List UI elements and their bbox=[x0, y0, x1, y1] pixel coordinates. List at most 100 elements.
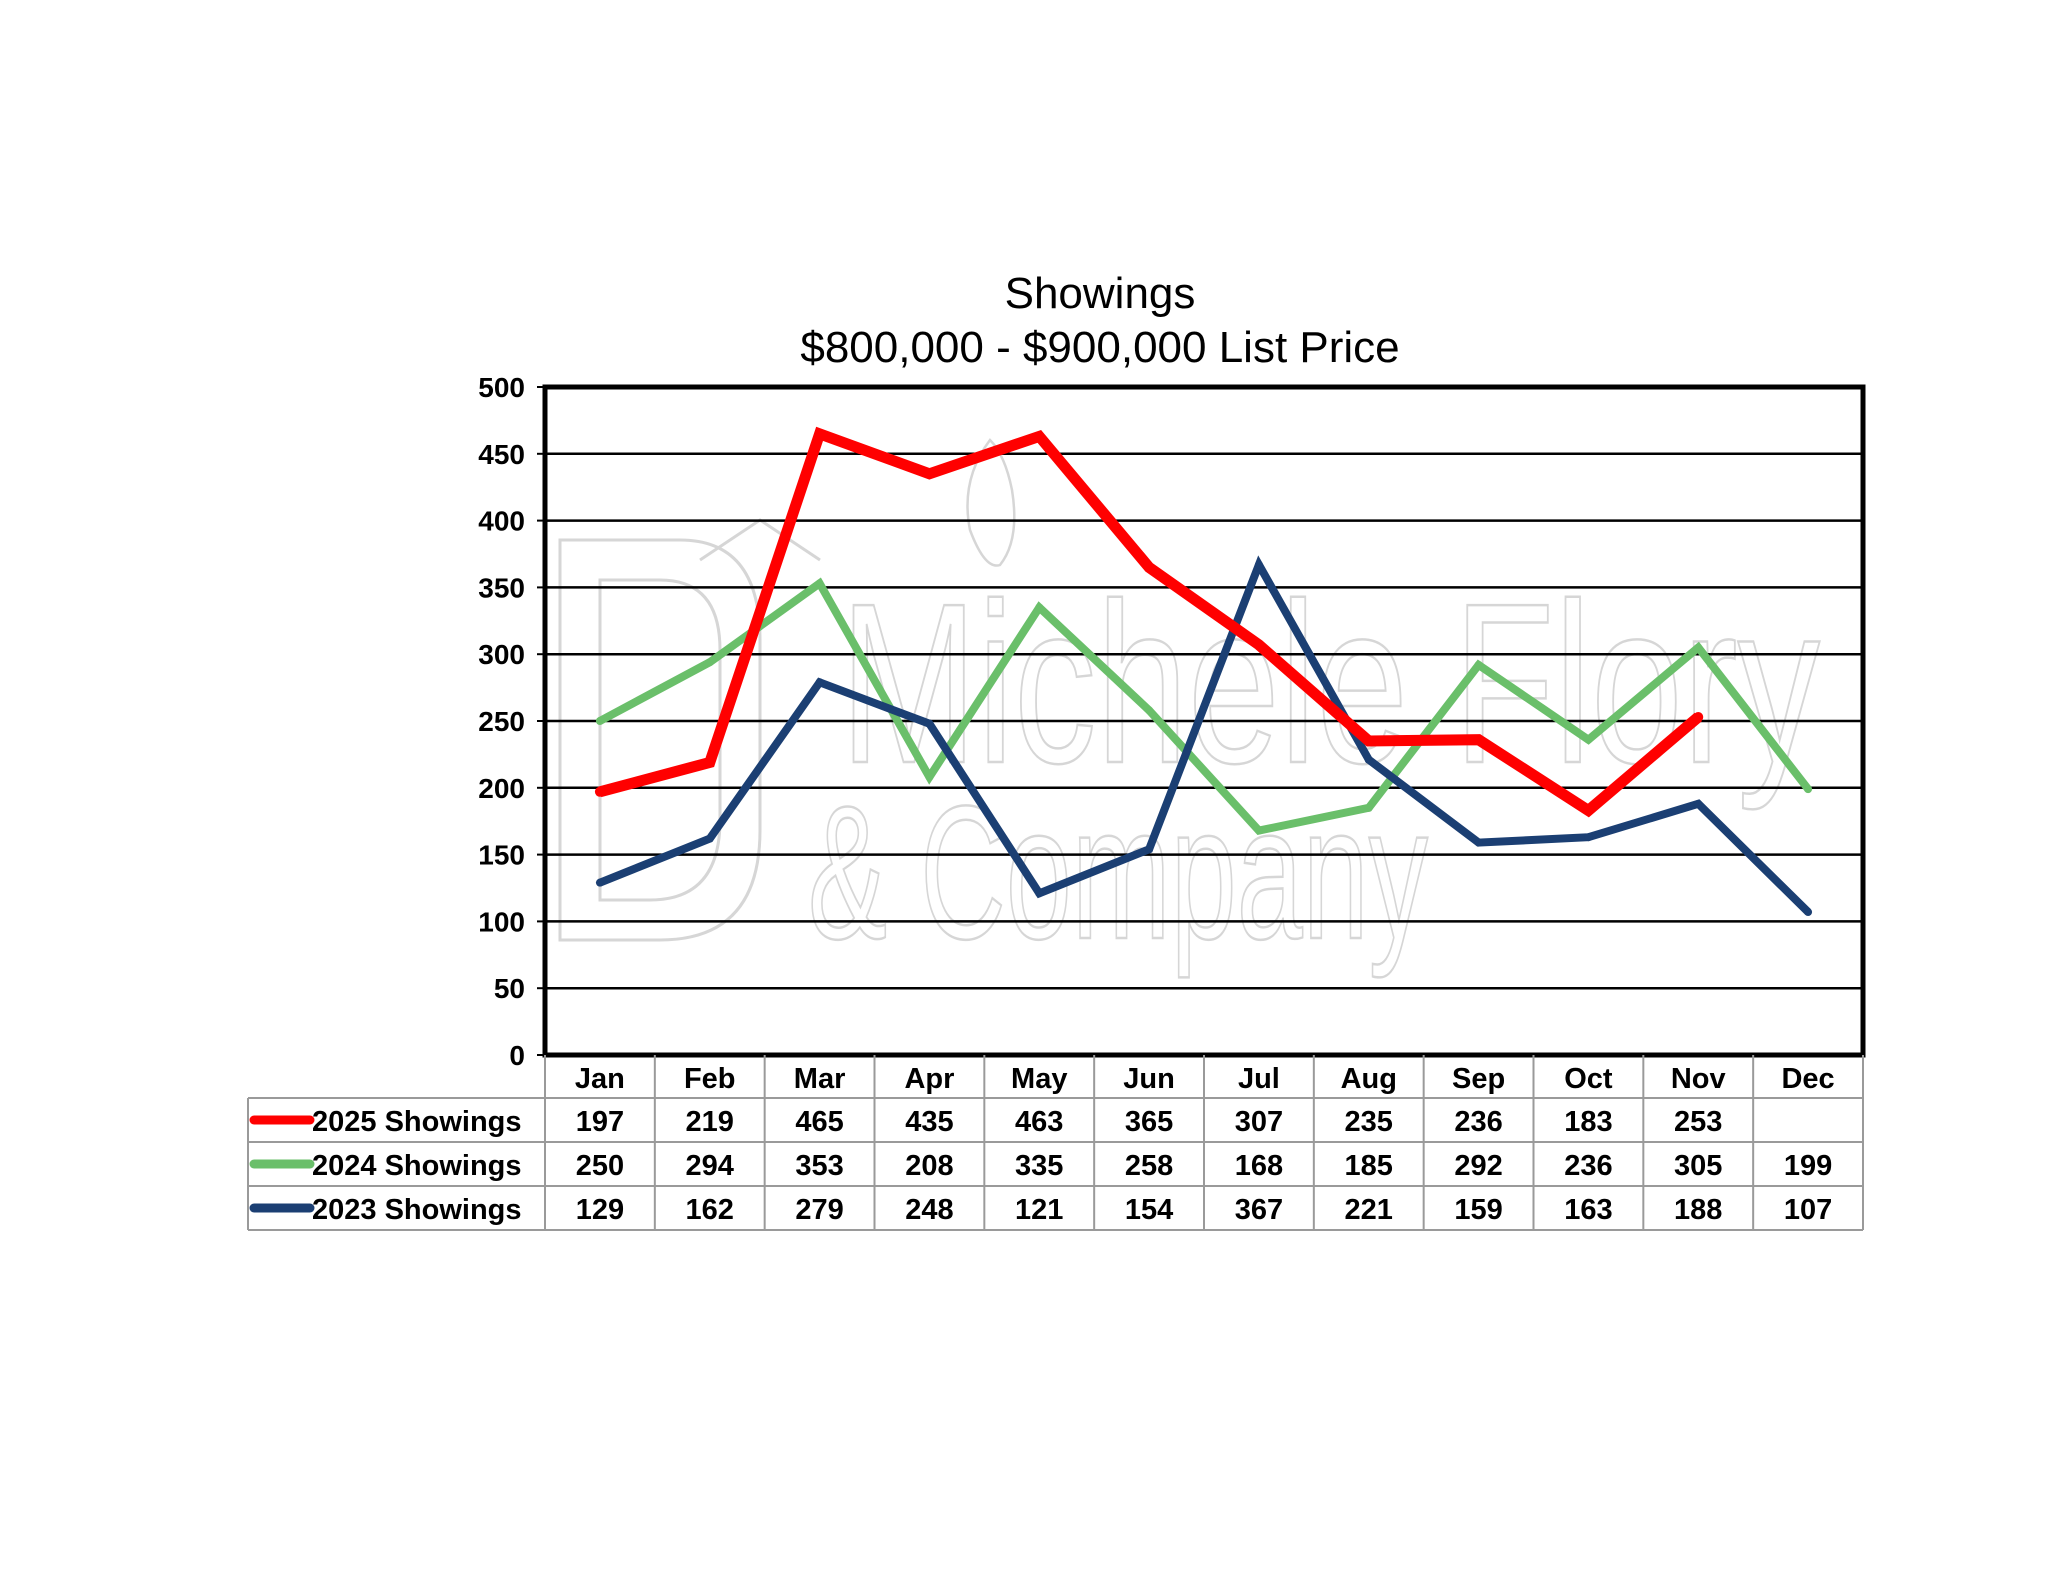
series-point bbox=[1253, 639, 1264, 650]
data-cell-value: 199 bbox=[1784, 1150, 1832, 1182]
y-tick-label: 0 bbox=[509, 1040, 525, 1071]
legend-label: 2023 Showings bbox=[312, 1194, 522, 1226]
data-cell-value: 162 bbox=[686, 1194, 734, 1226]
data-cell-value: 294 bbox=[686, 1150, 734, 1182]
series-point bbox=[1804, 785, 1813, 794]
series-point bbox=[924, 468, 935, 479]
series-point bbox=[1363, 736, 1374, 747]
series-point bbox=[815, 579, 824, 588]
series-point bbox=[1474, 838, 1483, 847]
x-category-label: Jul bbox=[1238, 1063, 1280, 1095]
y-tick-label: 250 bbox=[478, 706, 525, 737]
y-tick-label: 500 bbox=[478, 372, 525, 403]
x-category-label: May bbox=[1011, 1063, 1067, 1095]
data-cell-value: 219 bbox=[686, 1106, 734, 1138]
x-category-label: Oct bbox=[1564, 1063, 1613, 1095]
data-cell-value: 335 bbox=[1015, 1150, 1063, 1182]
watermark-leaf-icon bbox=[966, 438, 1016, 567]
series-point bbox=[594, 786, 605, 797]
series-point bbox=[1035, 603, 1044, 612]
series-line-2023-showings bbox=[598, 555, 1811, 915]
y-tick-label: 50 bbox=[494, 973, 525, 1004]
y-tick-label: 300 bbox=[478, 639, 525, 670]
series-point bbox=[1694, 799, 1703, 808]
x-category-label: Jun bbox=[1123, 1063, 1175, 1095]
data-cell-value: 185 bbox=[1345, 1150, 1393, 1182]
y-tick-label: 150 bbox=[478, 840, 525, 871]
data-cell-value: 365 bbox=[1125, 1106, 1173, 1138]
series-lines bbox=[594, 426, 1813, 917]
x-category-label: Feb bbox=[684, 1063, 736, 1095]
x-category-label: Jan bbox=[575, 1063, 625, 1095]
y-tick-label: 400 bbox=[478, 506, 525, 537]
data-cell-value: 159 bbox=[1454, 1194, 1502, 1226]
legend-label: 2025 Showings bbox=[312, 1106, 522, 1138]
chart-title: Showings bbox=[1005, 269, 1196, 318]
data-cell-value: 163 bbox=[1564, 1194, 1612, 1226]
data-cell-value: 168 bbox=[1235, 1150, 1283, 1182]
data-cell-value: 248 bbox=[905, 1194, 953, 1226]
series-point bbox=[1035, 889, 1044, 898]
data-cell-value: 183 bbox=[1564, 1106, 1612, 1138]
x-category-label: Apr bbox=[904, 1063, 954, 1095]
data-cell-value: 292 bbox=[1454, 1150, 1502, 1182]
data-cell-value: 235 bbox=[1345, 1106, 1393, 1138]
data-cell-value: 236 bbox=[1564, 1150, 1612, 1182]
data-cell-value: 253 bbox=[1674, 1106, 1722, 1138]
y-axis-ticks: 0 50 100 150 200 250 300 350 400 450 500 bbox=[478, 372, 545, 1071]
data-cell-value: 250 bbox=[576, 1150, 624, 1182]
data-cell-value: 465 bbox=[795, 1106, 843, 1138]
data-cell-value: 197 bbox=[576, 1106, 624, 1138]
series-point bbox=[1584, 833, 1593, 842]
data-cell-value: 305 bbox=[1674, 1150, 1722, 1182]
x-category-label: Aug bbox=[1341, 1063, 1397, 1095]
series-point bbox=[704, 757, 715, 768]
legend-label: 2024 Showings bbox=[312, 1150, 522, 1182]
series-point bbox=[705, 658, 714, 667]
series-point bbox=[595, 717, 604, 725]
series-point bbox=[1584, 735, 1593, 744]
series-point bbox=[1144, 562, 1155, 573]
data-cell-value: 154 bbox=[1125, 1194, 1173, 1226]
series-point bbox=[814, 428, 825, 439]
y-tick-label: 200 bbox=[478, 773, 525, 804]
series-point bbox=[1473, 734, 1484, 745]
data-table: Jan Feb Mar Apr May Jun Jul Aug Sep Oct Nov Dec 2025… bbox=[247, 1055, 1864, 1231]
series-point bbox=[1364, 755, 1373, 764]
series-point bbox=[1254, 826, 1263, 835]
data-cell-value: 307 bbox=[1235, 1106, 1283, 1138]
data-cell-value: 367 bbox=[1235, 1194, 1283, 1226]
x-category-label: Sep bbox=[1452, 1063, 1505, 1095]
series-point bbox=[1034, 431, 1045, 442]
data-cell-value: 236 bbox=[1454, 1106, 1502, 1138]
watermark-house-icon bbox=[558, 518, 821, 942]
data-cell-value: 279 bbox=[795, 1194, 843, 1226]
data-cell-value: 463 bbox=[1015, 1106, 1063, 1138]
data-cell-value: 353 bbox=[795, 1150, 843, 1182]
series-point bbox=[1145, 845, 1154, 854]
x-category-label: Dec bbox=[1781, 1063, 1834, 1095]
series-point bbox=[1145, 706, 1154, 715]
data-cell-value: 221 bbox=[1345, 1194, 1393, 1226]
series-point bbox=[705, 834, 714, 843]
data-cell-value: 435 bbox=[905, 1106, 953, 1138]
series-point bbox=[1694, 643, 1703, 652]
series-point bbox=[1583, 805, 1594, 816]
data-cell-value: 121 bbox=[1015, 1194, 1063, 1226]
series-line-2024-showings bbox=[598, 577, 1812, 835]
series-point bbox=[1364, 803, 1373, 812]
series-point bbox=[1254, 560, 1263, 569]
series-point bbox=[1474, 660, 1483, 669]
data-cell-value: 208 bbox=[905, 1150, 953, 1182]
y-tick-label: 350 bbox=[478, 572, 525, 603]
series-point bbox=[1693, 711, 1704, 722]
data-cell-value: 188 bbox=[1674, 1194, 1722, 1226]
series-point bbox=[1804, 908, 1813, 917]
x-category-label: Mar bbox=[794, 1063, 846, 1095]
series-point bbox=[925, 719, 934, 728]
y-tick-label: 100 bbox=[478, 906, 525, 937]
x-category-label: Nov bbox=[1671, 1063, 1726, 1095]
data-cell-value: 107 bbox=[1784, 1194, 1832, 1226]
y-gridlines bbox=[545, 452, 1863, 990]
